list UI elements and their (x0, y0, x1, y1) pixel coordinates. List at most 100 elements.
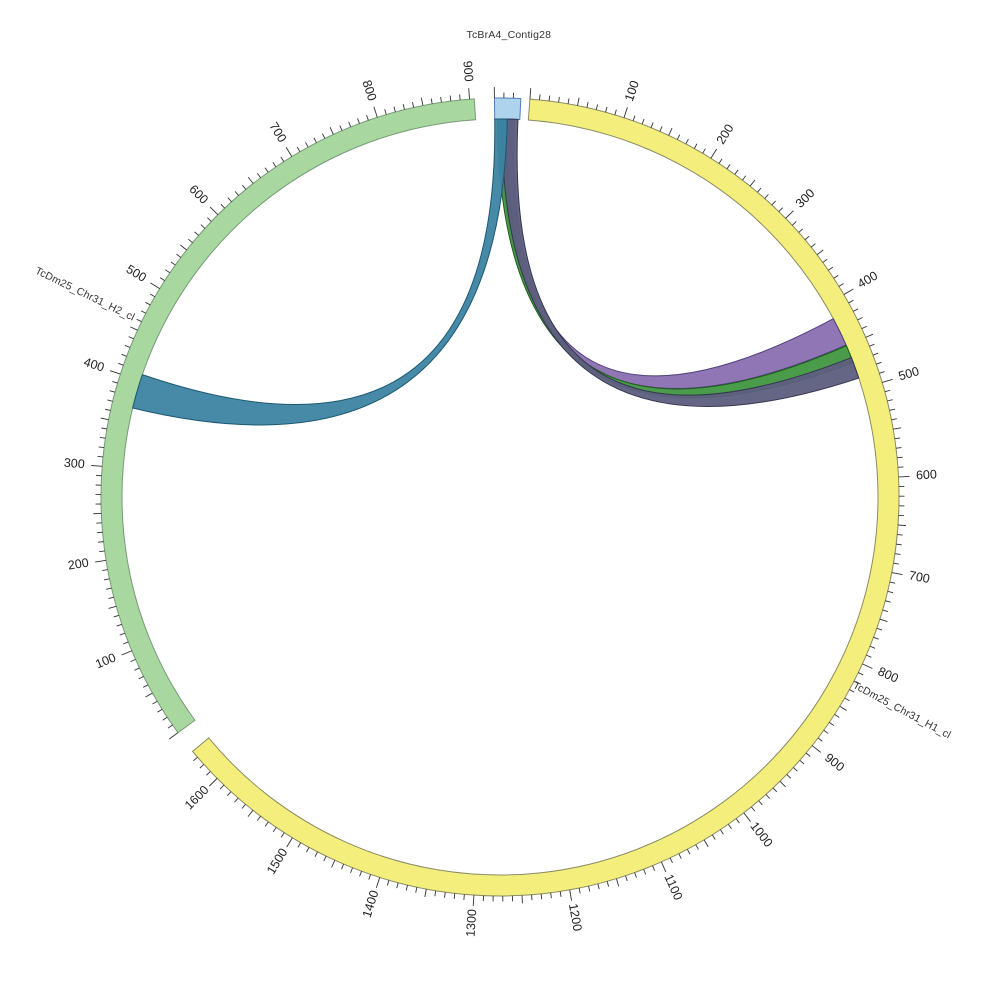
tick (106, 587, 112, 590)
tick (685, 138, 689, 145)
tick (314, 851, 318, 857)
tick (116, 623, 122, 627)
tick (757, 187, 762, 193)
tick (811, 745, 822, 753)
tick (891, 572, 903, 576)
tick (540, 893, 543, 900)
tick-label: 400 (855, 268, 880, 291)
tick (862, 663, 873, 669)
tick (848, 299, 854, 304)
tick (791, 221, 797, 226)
segment-band-TcBrA4_Contig28 (493, 97, 522, 121)
tick (829, 721, 835, 726)
tick (95, 559, 107, 563)
tick-label: 200 (714, 122, 737, 147)
tick (109, 370, 121, 375)
tick (109, 390, 116, 393)
tick (785, 210, 794, 219)
tick (472, 895, 475, 907)
tick (849, 689, 855, 693)
tick-label: 300 (793, 186, 818, 211)
tick (751, 806, 756, 812)
tick (297, 842, 302, 848)
tick (606, 881, 610, 887)
tick (887, 590, 894, 594)
tick (652, 865, 656, 871)
tick (885, 600, 891, 603)
tick (839, 705, 847, 711)
tick (331, 860, 336, 868)
tick (897, 524, 907, 526)
segment-band-TcDm25_Chr31_H1_cl (191, 98, 900, 897)
segment-band-TcDm25_Chr31_H2_cl (100, 98, 477, 734)
tick-label: 1100 (662, 872, 686, 902)
tick-label: 900 (460, 60, 476, 82)
tick (91, 465, 103, 467)
tick (678, 853, 682, 859)
tick (686, 849, 691, 855)
tick (719, 829, 724, 835)
tick (889, 581, 896, 584)
tick-label: 300 (63, 456, 85, 472)
segment-label-TcDm25_Chr31_H1_cl: TcDm25_Chr31_H1_cl (851, 679, 953, 741)
tick (134, 667, 140, 671)
tick (286, 837, 293, 848)
tick-label: 1300 (464, 909, 480, 938)
tick (386, 880, 390, 886)
tick (121, 353, 127, 357)
tick (159, 277, 165, 282)
tick (247, 810, 254, 817)
tick (152, 700, 158, 705)
tick (743, 812, 751, 822)
tick (285, 146, 293, 157)
tick (98, 446, 105, 449)
tick (898, 475, 910, 478)
tick (405, 885, 408, 891)
tick (305, 142, 309, 148)
tick (434, 890, 437, 897)
tick (778, 207, 783, 212)
tick (264, 821, 269, 827)
tick (140, 310, 147, 314)
tick (130, 326, 138, 331)
tick-label: 800 (359, 78, 379, 102)
tick (241, 804, 246, 809)
tick (869, 645, 876, 649)
tick (102, 569, 108, 572)
tick (882, 378, 893, 383)
tick (817, 737, 823, 742)
tick-label: 1600 (182, 783, 212, 813)
tick (99, 436, 106, 439)
tick (660, 861, 667, 873)
segment-label-TcDm25_Chr31_H2_cl: TcDm25_Chr31_H2_cl (33, 265, 136, 324)
tick (897, 534, 903, 536)
tick (539, 94, 541, 101)
tick (208, 778, 218, 787)
tick (894, 437, 901, 440)
ribbon-contig28-to-H2-teal (132, 118, 508, 426)
tick (329, 126, 334, 135)
tick-label: 1500 (264, 846, 290, 877)
tick (188, 238, 193, 244)
tick (313, 137, 317, 143)
tick (393, 106, 396, 113)
ribbon-contig28-to-H1-slate (501, 118, 860, 407)
tick (529, 88, 532, 100)
segment-bands (100, 97, 900, 897)
tick (209, 206, 219, 216)
tick (771, 200, 776, 206)
tick (588, 885, 591, 892)
tick (889, 408, 895, 411)
tick (121, 650, 132, 656)
tick (866, 654, 872, 658)
tick (765, 794, 770, 799)
tick (669, 857, 673, 864)
tick (718, 158, 723, 164)
tick (567, 98, 570, 104)
tick (234, 191, 239, 196)
tick (206, 771, 211, 776)
tick (108, 605, 117, 609)
tick (193, 756, 198, 762)
